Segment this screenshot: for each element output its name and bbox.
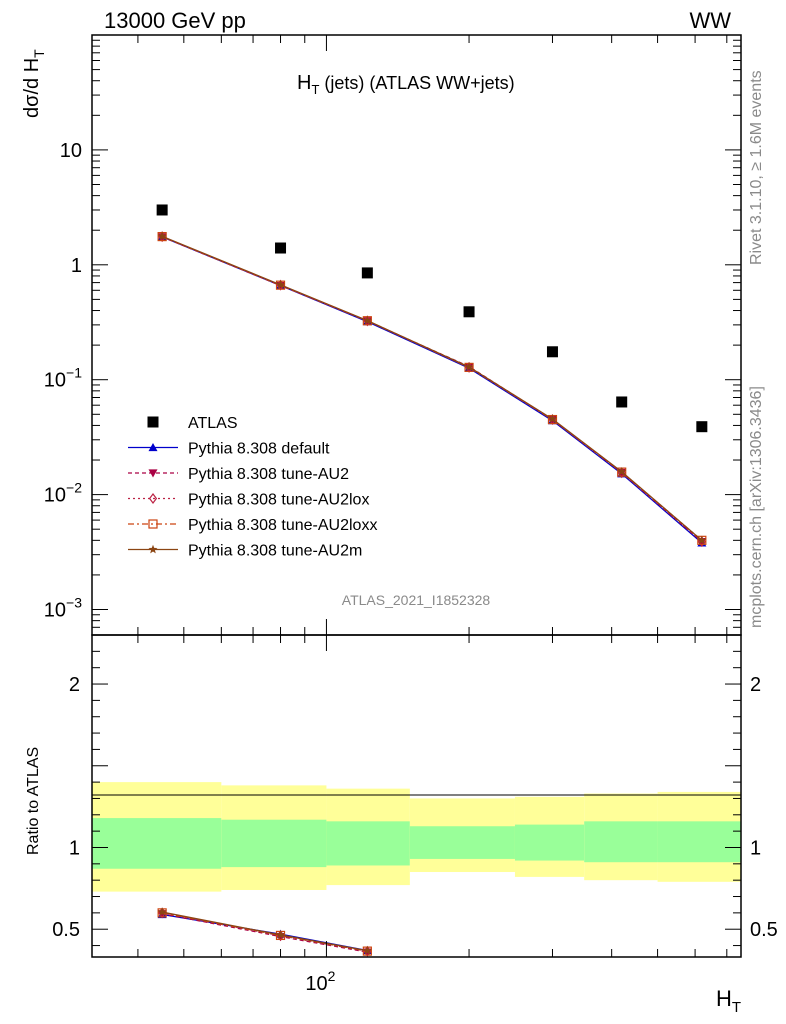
point-au2m-0: [157, 231, 167, 241]
legend: ATLAS Pythia 8.308 default Pythia 8.308 tu…: [128, 415, 377, 560]
x-tick-label-0: 102: [305, 968, 335, 995]
header-right: WW: [689, 8, 731, 33]
mcplots-label: mcplots.cern.ch [arXiv:1306.3436]: [748, 386, 765, 628]
legend-marker-atlas: [147, 416, 159, 428]
x-axis-label-text: H: [716, 986, 732, 1011]
legend-label-default: Pythia 8.308 default: [188, 441, 330, 458]
point-atlas-0: [156, 204, 168, 216]
plot-title-rest: (jets) (ATLAS WW+jets): [324, 73, 514, 93]
ratio-ytick-label-left-0: 0.5: [52, 919, 80, 941]
ratio-point-au2m-0: [157, 907, 167, 916]
legend-label-au2loxx: Pythia 8.308 tune-AU2loxx: [188, 517, 377, 534]
legend-marker-au2lox: [148, 493, 158, 504]
legend-label-au2lox: Pythia 8.308 tune-AU2lox: [188, 492, 369, 509]
ratio-series-layer: [157, 907, 372, 957]
legend-entry-au2loxx: Pythia 8.308 tune-AU2loxx: [128, 517, 377, 534]
point-au2m-4: [547, 414, 557, 423]
main-ytick-label-2: 10−1: [44, 365, 82, 392]
point-au2m-1: [276, 280, 286, 289]
ratio-ytick-label-right-1: 1: [750, 837, 761, 859]
x-axis-label: HT: [716, 986, 741, 1016]
x-axis-label-sub: T: [732, 999, 741, 1016]
plot-title-main: H: [297, 72, 311, 94]
point-atlas-1: [275, 242, 287, 254]
main-ytick-label-1: 10−2: [44, 480, 82, 507]
legend-marker-au2loxx: [148, 519, 158, 529]
point-atlas-2: [361, 267, 373, 279]
main-ytick-label-4: 10: [60, 140, 82, 162]
legend-label-au2m: Pythia 8.308 tune-AU2m: [188, 543, 362, 560]
point-au2m-6: [697, 535, 707, 545]
legend-entry-au2: Pythia 8.308 tune-AU2: [128, 466, 349, 483]
ratio-point-au2m-1: [276, 930, 286, 939]
ratio-ylabel: Ratio to ATLAS: [25, 747, 42, 855]
ratio-bands: [92, 782, 741, 892]
axis-ticks: 10−3 10−2 10−1 1 10 102 0.5 0.5 1 1 2 2: [44, 34, 778, 995]
main-series-layer: [156, 204, 708, 548]
ratio-band-inner-5: [584, 821, 658, 863]
point-atlas-4: [546, 346, 558, 358]
point-au2m-3: [464, 362, 474, 371]
ratio-panel-frame: [91, 634, 742, 958]
ratio-band-inner-6: [657, 821, 741, 863]
point-atlas-5: [616, 396, 628, 408]
point-au2m-2: [362, 315, 372, 325]
ratio-series-au2m: [157, 907, 372, 955]
main-ylabel-text: dσ/d H: [21, 58, 43, 118]
legend-entry-atlas: ATLAS: [147, 415, 238, 432]
legend-entry-au2lox: Pythia 8.308 tune-AU2lox: [128, 492, 369, 509]
series-atlas: [156, 204, 708, 433]
plot-title: HT (jets) (ATLAS WW+jets): [297, 72, 515, 97]
ratio-ytick-label-right-2: 2: [750, 674, 761, 696]
rivet-label: Rivet 3.1.10, ≥ 1.6M events: [748, 70, 765, 265]
legend-marker-default: [148, 443, 158, 452]
ratio-band-inner-4: [514, 824, 585, 861]
main-ytick-label-0: 10−3: [44, 595, 82, 622]
plot-title-sub: T: [311, 82, 319, 97]
legend-marker-au2m: [148, 544, 158, 554]
header-left: 13000 GeV pp: [104, 8, 246, 33]
ratio-ytick-label-left-1: 1: [69, 837, 80, 859]
ratio-band-inner-2: [326, 821, 410, 866]
legend-label-atlas: ATLAS: [188, 415, 238, 432]
main-ylabel-sub: T: [31, 49, 47, 58]
point-atlas-3: [463, 306, 475, 318]
ratio-band-inner-3: [409, 826, 515, 859]
legend-entry-au2m: Pythia 8.308 tune-AU2m: [128, 543, 362, 560]
ratio-point-au2m-2: [362, 946, 372, 955]
analysis-watermark: ATLAS_2021_I1852328: [342, 592, 491, 608]
ratio-ytick-label-right-0: 0.5: [750, 919, 778, 941]
legend-label-au2: Pythia 8.308 tune-AU2: [188, 466, 349, 483]
ratio-ytick-label-left-2: 2: [69, 674, 80, 696]
main-ylabel: dσ/d HT: [21, 49, 47, 118]
point-au2m-5: [617, 467, 627, 476]
main-ytick-label-3: 1: [71, 255, 82, 277]
ratio-line-au2m: [162, 911, 368, 952]
series-au2m: [157, 231, 707, 545]
point-atlas-6: [696, 421, 708, 433]
legend-marker-au2: [148, 469, 158, 478]
ratio-band-inner-1: [221, 819, 327, 868]
legend-entry-default: Pythia 8.308 default: [128, 441, 330, 458]
ratio-band-inner-0: [92, 818, 222, 869]
